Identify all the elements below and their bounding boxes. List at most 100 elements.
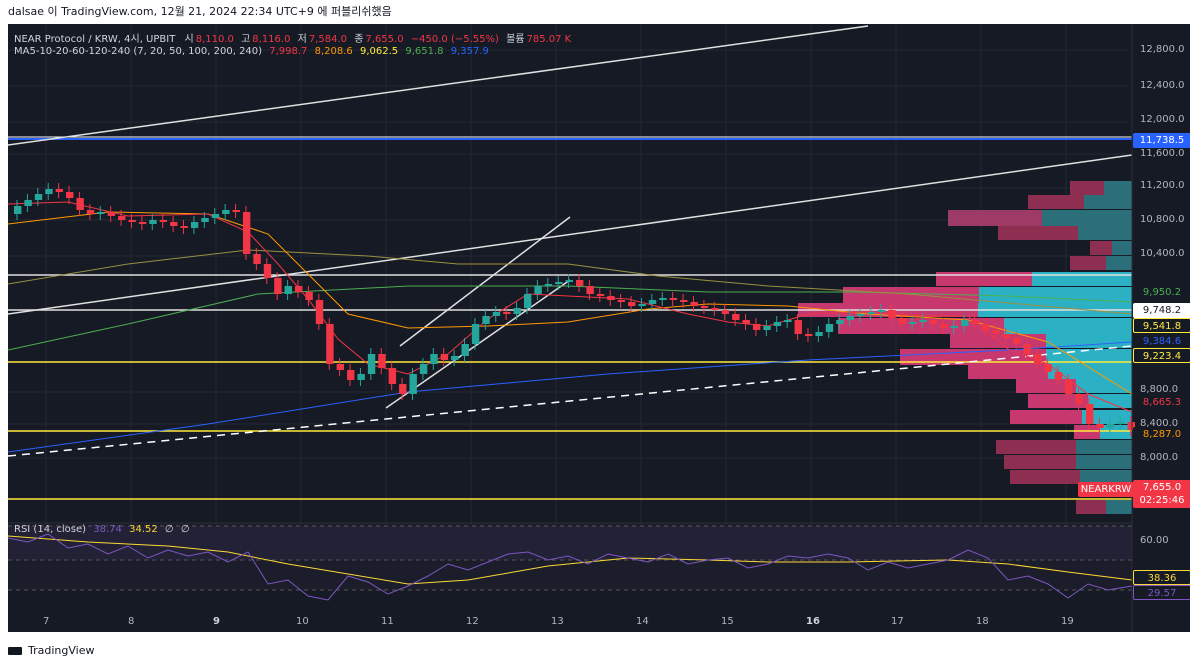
last-price-tag[interactable]: 7,655.0 [1133, 480, 1190, 495]
candle-body [201, 218, 209, 222]
time-label: 11 [381, 616, 394, 627]
candle-body [929, 320, 938, 324]
price-label: 8,000.0 [1140, 452, 1179, 463]
candle-body [263, 264, 272, 278]
rsi-ma-line [8, 535, 1133, 585]
volume-profile [798, 181, 1132, 514]
candle-body [347, 370, 355, 380]
candle-body [961, 320, 969, 326]
ma-value-1: 7,998.7 [269, 46, 308, 57]
candle-body [909, 322, 917, 324]
rsi-legend: RSI (14, close) 38.74 34.52 ∅ ∅ [14, 524, 190, 535]
candle-body [607, 296, 615, 300]
publish-caption: dalsae 이 TradingView.com, 12월 21, 2024 2… [8, 5, 392, 18]
candle-body [1075, 394, 1083, 404]
price-tag-yellow-1[interactable]: 9,541.8 [1133, 318, 1190, 333]
brand-name: TradingView [28, 644, 95, 657]
candle-body [118, 216, 126, 220]
symbol-legend: NEAR Protocol / KRW, 4시, UPBIT 시 8,110.0 … [14, 30, 571, 45]
candle-body [1065, 380, 1073, 394]
candle-body [503, 312, 511, 314]
candle-body [981, 324, 990, 330]
candle-body [315, 300, 324, 324]
candle-body [1127, 422, 1135, 430]
candle-body [211, 214, 220, 218]
high-value: 8,116.0 [252, 34, 291, 45]
candle-body [971, 320, 979, 324]
candle-body [846, 316, 854, 320]
time-label: 10 [296, 616, 309, 627]
candle-body [419, 364, 428, 374]
candle-body [274, 278, 282, 294]
candle-body [14, 206, 22, 214]
candle-body [877, 310, 886, 312]
ma-value-4: 9,651.8 [405, 46, 444, 57]
rsi-tag[interactable]: 29.57 [1133, 585, 1190, 600]
channel-upper[interactable] [399, 216, 571, 347]
symbol-tag[interactable]: NEARKRW [1078, 482, 1134, 497]
rsi-empty-1: ∅ [164, 524, 174, 535]
candle-body [471, 324, 480, 344]
time-label: 8 [128, 616, 135, 627]
candle-body [919, 320, 927, 322]
candle-body [638, 304, 646, 306]
rsi-line [8, 533, 1133, 601]
candle-body [992, 330, 1000, 334]
tradingview-logo[interactable]: TradingView [8, 644, 94, 657]
candle-body [732, 314, 740, 320]
candle-body [399, 384, 407, 394]
candle-body [690, 302, 698, 306]
candle-body [55, 189, 64, 192]
candle-body [66, 192, 74, 198]
price-tag-red-ma[interactable]: 8,665.3 [1133, 395, 1190, 410]
candlesticks [14, 183, 1135, 436]
footer: TradingView [0, 636, 1200, 665]
trendline-mid[interactable] [8, 154, 1133, 315]
price-tag-orange-ma[interactable]: 8,287.0 [1133, 427, 1190, 442]
rsi-ma-tag[interactable]: 38.36 [1133, 570, 1190, 585]
candle-body [836, 320, 844, 324]
chart-area[interactable]: NEAR Protocol / KRW, 4시, UPBIT 시 8,110.0 … [8, 24, 1190, 632]
candle-body [617, 300, 626, 302]
trendline-top[interactable] [8, 25, 869, 146]
publish-header: dalsae 이 TradingView.com, 12월 21, 2024 2… [0, 0, 1200, 24]
candle-body [170, 222, 178, 226]
candle-body [367, 354, 376, 374]
price-tag-green[interactable]: 9,950.2 [1133, 285, 1190, 300]
ma-label: MA5-10-20-60-120-240 (7, 20, 50, 100, 20… [14, 46, 263, 57]
rsi-level-label: 60.00 [1140, 535, 1169, 546]
candle-body [1023, 344, 1031, 354]
candle-body [659, 298, 667, 300]
price-tag-yellow-2[interactable]: 9,223.4 [1133, 348, 1190, 363]
price-tag-blue[interactable]: 11,738.5 [1133, 133, 1190, 148]
time-label: 9 [213, 616, 220, 627]
candle-body [794, 320, 802, 334]
price-tag-blue-ma[interactable]: 9,384.6 [1133, 334, 1190, 349]
candle-body [586, 286, 594, 294]
time-label: 16 [806, 616, 820, 627]
chart-canvas[interactable] [8, 24, 1190, 632]
candle-body [305, 292, 313, 300]
time-label: 7 [43, 616, 50, 627]
candle-body [138, 222, 147, 224]
open-label: 시 [184, 34, 194, 45]
volume-label: 볼륨 [506, 34, 525, 45]
candle-body [409, 374, 417, 394]
candle-body [180, 226, 188, 228]
price-label: 12,400.0 [1140, 80, 1185, 91]
candle-body [388, 368, 397, 384]
candle-body [523, 294, 532, 308]
candle-body [669, 298, 678, 300]
trendline-dashed[interactable] [8, 345, 1133, 457]
candle-body [107, 212, 116, 216]
rsi-label: RSI (14, close) [14, 524, 87, 535]
candle-body [513, 308, 521, 314]
close-label: 종 [354, 34, 364, 45]
time-label: 12 [466, 616, 479, 627]
candle-body [190, 222, 199, 228]
candle-body [86, 210, 95, 214]
ma-value-5: 9,357.9 [450, 46, 489, 57]
candle-body [815, 332, 823, 336]
price-tag-white[interactable]: 9,748.2 [1133, 303, 1190, 318]
rsi-empty-2: ∅ [180, 524, 190, 535]
